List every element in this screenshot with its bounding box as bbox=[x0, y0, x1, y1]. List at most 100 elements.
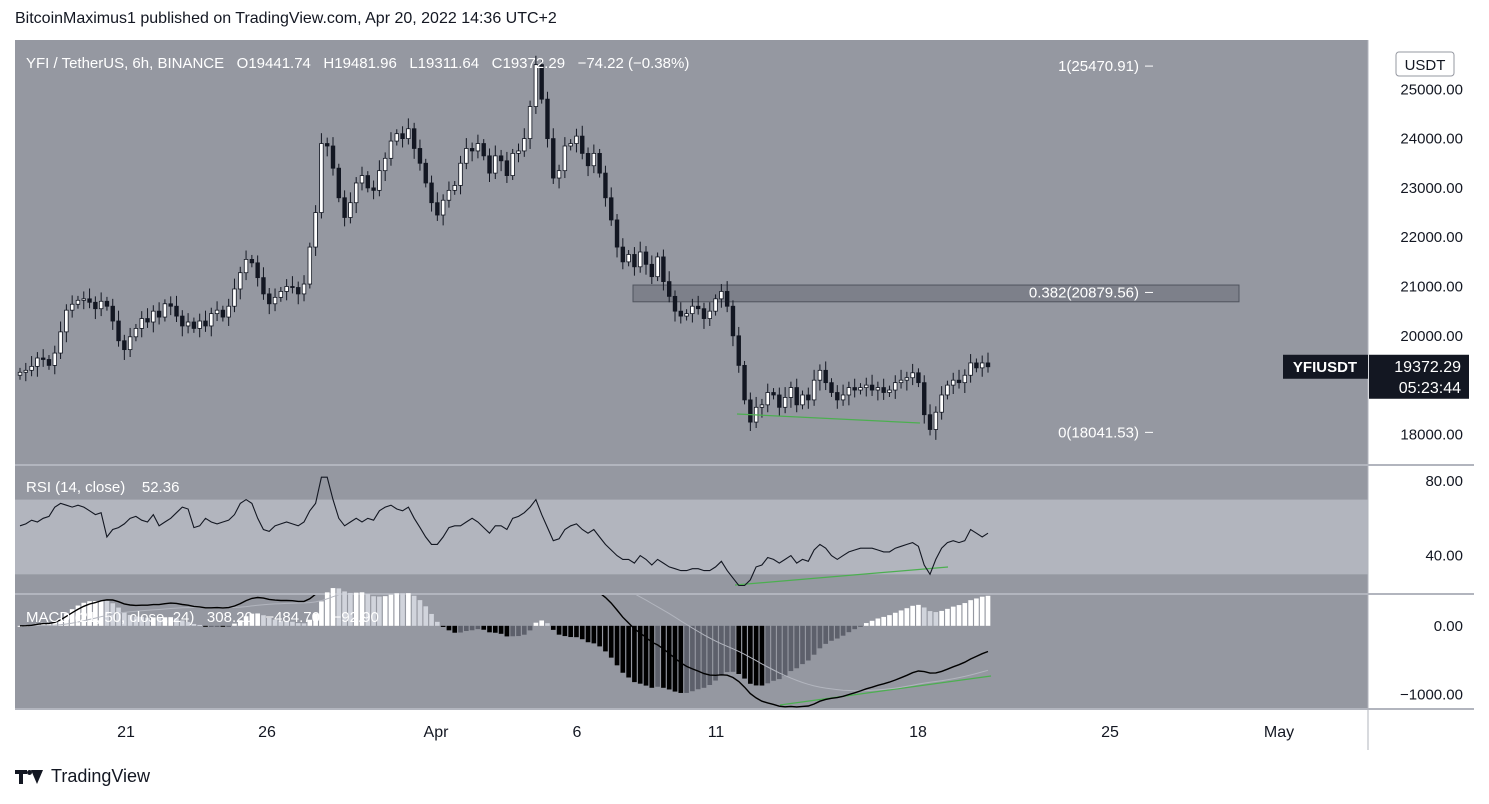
candle-body bbox=[881, 387, 886, 393]
candle-body bbox=[278, 291, 284, 298]
candle bbox=[411, 122, 417, 159]
candle bbox=[40, 349, 46, 367]
time-tick-label: 25 bbox=[1101, 724, 1119, 741]
candle bbox=[840, 384, 846, 406]
candle bbox=[736, 326, 741, 373]
candle bbox=[724, 281, 730, 313]
symbol-title: YFI / TetherUS, 6h, BINANCE bbox=[26, 55, 225, 72]
candle-body bbox=[46, 359, 52, 366]
candle bbox=[284, 279, 289, 301]
candle bbox=[330, 137, 336, 176]
candle-body bbox=[968, 362, 973, 376]
candle bbox=[185, 313, 191, 334]
macd-hist-bar bbox=[921, 607, 927, 626]
macd-hist-bar bbox=[58, 618, 63, 626]
macd-hist-bar bbox=[794, 625, 800, 669]
candle bbox=[667, 271, 672, 303]
candle-body bbox=[609, 197, 614, 221]
candle bbox=[336, 163, 341, 203]
candle bbox=[649, 255, 655, 285]
candle bbox=[927, 404, 933, 436]
candle bbox=[353, 177, 359, 214]
candle-body bbox=[667, 281, 672, 297]
candle bbox=[846, 381, 852, 406]
candle-body bbox=[893, 382, 898, 391]
candle bbox=[765, 383, 770, 413]
ohlc-low: L19311.64 bbox=[409, 55, 480, 72]
candle-body bbox=[643, 251, 649, 265]
candle bbox=[951, 372, 956, 394]
candle bbox=[945, 380, 950, 400]
candle bbox=[556, 164, 562, 189]
macd-hist-bar bbox=[666, 625, 672, 690]
candle-body bbox=[556, 170, 562, 179]
candle-body bbox=[869, 384, 875, 391]
macd-hist-bar bbox=[550, 625, 556, 630]
candle bbox=[52, 345, 57, 375]
candle-body bbox=[962, 374, 968, 384]
candle-body bbox=[939, 394, 944, 413]
candle-body bbox=[406, 128, 411, 140]
candle-body bbox=[29, 365, 34, 371]
candle-body bbox=[794, 387, 799, 406]
candle-body bbox=[927, 414, 933, 430]
macd-hist-bar bbox=[765, 625, 771, 684]
candle bbox=[226, 298, 231, 326]
candle bbox=[707, 302, 712, 326]
macd-hist-value: −92.90 bbox=[332, 609, 379, 626]
macd-hist-bar bbox=[458, 625, 463, 633]
macd-hist-bar bbox=[782, 625, 788, 676]
candle bbox=[359, 166, 365, 191]
time-tick-label: 11 bbox=[708, 724, 725, 741]
chart-canvas[interactable]: 1(25470.91) 0.382(20879.56) 0(18041.53) 80… bbox=[15, 40, 1474, 750]
candle-body bbox=[440, 199, 446, 216]
candle-body bbox=[568, 143, 573, 147]
candle-body bbox=[585, 152, 591, 167]
currency-label: USDT bbox=[1405, 57, 1446, 74]
macd-hist-bar bbox=[620, 625, 626, 673]
candle bbox=[893, 375, 898, 399]
candle bbox=[788, 381, 794, 408]
candle bbox=[527, 100, 533, 149]
macd-hist-bar bbox=[417, 600, 423, 626]
price-tick-label: 20000.00 bbox=[1400, 328, 1463, 345]
candle-body bbox=[255, 262, 260, 279]
candle bbox=[174, 295, 179, 323]
macd-hist-bar bbox=[203, 625, 208, 627]
candle bbox=[504, 151, 510, 183]
candle-body bbox=[377, 170, 382, 191]
candle bbox=[759, 398, 765, 418]
candle bbox=[533, 55, 539, 114]
macd-hist-bar bbox=[974, 598, 979, 626]
candle bbox=[382, 152, 388, 182]
candle bbox=[574, 128, 579, 153]
rsi-divergence-line bbox=[734, 566, 949, 586]
macd-hist-bar bbox=[834, 625, 840, 639]
candle bbox=[168, 296, 173, 316]
macd-hist-bar bbox=[574, 625, 579, 638]
candle bbox=[684, 309, 689, 321]
time-tick-label: 6 bbox=[573, 724, 582, 741]
price-support-line bbox=[736, 413, 921, 424]
candle-body bbox=[481, 143, 486, 157]
candle-body bbox=[614, 219, 620, 248]
candle bbox=[933, 406, 939, 440]
candle bbox=[922, 375, 927, 424]
ohlc-change: −74.22 (−0.38%) bbox=[577, 55, 690, 72]
fib-level-label: 0(18041.53) bbox=[1058, 424, 1139, 441]
candle-body bbox=[655, 256, 660, 278]
tradingview-logo-icon bbox=[15, 768, 43, 786]
candle-body bbox=[272, 296, 278, 305]
macd-hist-bar bbox=[481, 625, 487, 630]
rsi-label: RSI (14, close) bbox=[26, 479, 126, 496]
macd-hist-bar bbox=[127, 614, 133, 626]
macd-hist-bar bbox=[811, 625, 817, 655]
candle bbox=[916, 368, 921, 388]
candle bbox=[609, 187, 614, 226]
macd-hist-bar bbox=[863, 623, 869, 626]
candle bbox=[267, 287, 272, 315]
candle-body bbox=[811, 379, 817, 401]
macd-label: MACD (21, 50, close, 24) bbox=[26, 609, 195, 626]
macd-hist-bar bbox=[237, 620, 243, 626]
macd-hist-bar bbox=[284, 621, 289, 626]
